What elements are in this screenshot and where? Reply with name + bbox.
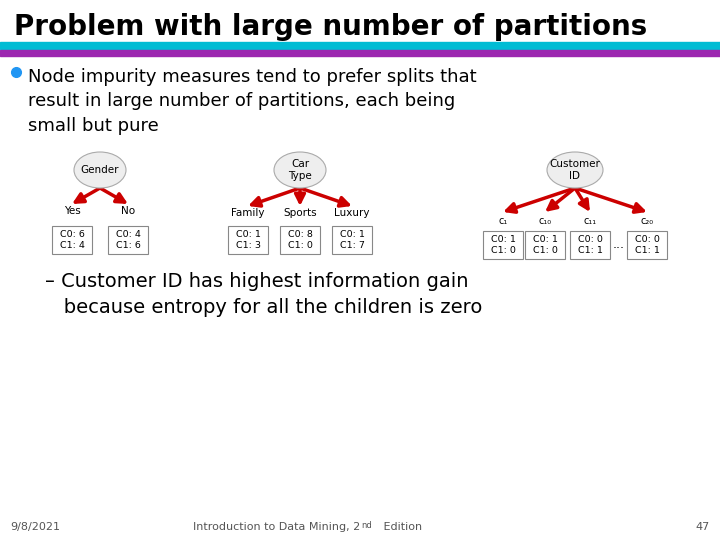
Text: C0: 1
C1: 0: C0: 1 C1: 0 [490, 235, 516, 255]
Text: ...: ... [613, 239, 625, 252]
Text: Edition: Edition [380, 522, 422, 532]
FancyBboxPatch shape [228, 226, 268, 254]
Text: C0: 0
C1: 1: C0: 0 C1: 1 [634, 235, 660, 255]
Text: C0: 6
C1: 4: C0: 6 C1: 4 [60, 230, 84, 250]
Bar [0, 0, 720, 42]
Text: Yes: Yes [63, 206, 81, 216]
Text: C0: 4
C1: 6: C0: 4 C1: 6 [116, 230, 140, 250]
Text: c₁₁: c₁₁ [583, 216, 597, 226]
Text: C0: 8
C1: 0: C0: 8 C1: 0 [287, 230, 312, 250]
FancyBboxPatch shape [483, 231, 523, 259]
Text: No: No [121, 206, 135, 216]
FancyBboxPatch shape [332, 226, 372, 254]
Text: Sports: Sports [283, 208, 317, 218]
Text: C0: 0
C1: 1: C0: 0 C1: 1 [577, 235, 603, 255]
Text: C0: 1
C1: 7: C0: 1 C1: 7 [340, 230, 364, 250]
Text: 47: 47 [696, 522, 710, 532]
Text: Node impurity measures tend to prefer splits that
result in large number of part: Node impurity measures tend to prefer sp… [28, 68, 477, 134]
Bar [0, 42, 720, 49]
Text: c₁: c₁ [498, 216, 508, 226]
Text: Car
Type: Car Type [288, 159, 312, 181]
Text: 9/8/2021: 9/8/2021 [10, 522, 60, 532]
FancyBboxPatch shape [280, 226, 320, 254]
FancyBboxPatch shape [570, 231, 610, 259]
Text: Luxury: Luxury [334, 208, 370, 218]
Text: ...: ... [518, 239, 530, 252]
Text: c₁₀: c₁₀ [539, 216, 552, 226]
Text: Gender: Gender [81, 165, 120, 175]
Text: Problem with large number of partitions: Problem with large number of partitions [14, 13, 647, 41]
Ellipse shape [74, 152, 126, 188]
Bar [0, 50, 720, 56]
FancyBboxPatch shape [108, 226, 148, 254]
Text: nd: nd [361, 521, 372, 530]
Ellipse shape [547, 152, 603, 188]
Text: c₂₀: c₂₀ [640, 216, 654, 226]
Text: C0: 1
C1: 0: C0: 1 C1: 0 [533, 235, 557, 255]
Text: – Customer ID has highest information gain
   because entropy for all the childr: – Customer ID has highest information ga… [45, 272, 482, 317]
FancyBboxPatch shape [627, 231, 667, 259]
Text: Family: Family [231, 208, 265, 218]
FancyBboxPatch shape [525, 231, 565, 259]
Text: Introduction to Data Mining, 2: Introduction to Data Mining, 2 [193, 522, 360, 532]
Ellipse shape [274, 152, 326, 188]
Text: Customer
ID: Customer ID [549, 159, 600, 181]
Text: C0: 1
C1: 3: C0: 1 C1: 3 [235, 230, 261, 250]
FancyBboxPatch shape [52, 226, 92, 254]
